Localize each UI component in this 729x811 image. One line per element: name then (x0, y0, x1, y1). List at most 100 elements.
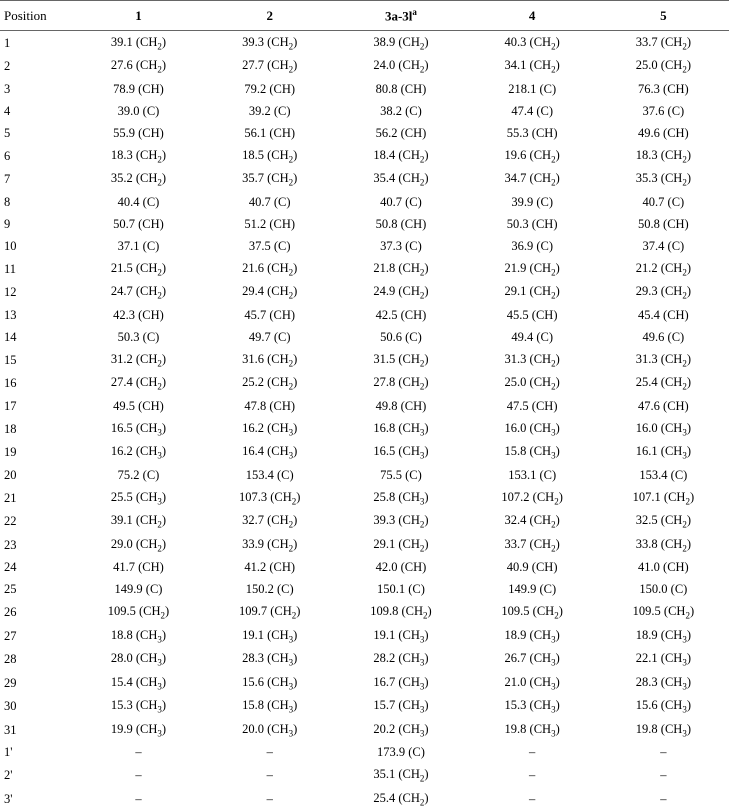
cell-value: 33.8 (CH2) (598, 533, 729, 557)
header-position: Position (0, 1, 73, 31)
cell-position: 11 (0, 257, 73, 281)
table-row: 1121.5 (CH2)21.6 (CH2)21.8 (CH2)21.9 (CH… (0, 257, 729, 281)
cell-value: 15.6 (CH3) (598, 695, 729, 719)
table-row: 3015.3 (CH3)15.8 (CH3)15.7 (CH3)15.3 (CH… (0, 695, 729, 719)
cell-value: 26.7 (CH3) (467, 648, 598, 672)
table-row: 2075.2 (C)153.4 (C)75.5 (C)153.1 (C)153.… (0, 464, 729, 486)
cell-value: 109.5 (CH2) (467, 601, 598, 625)
header-col-3-sup: a (412, 7, 417, 17)
table-row: 2915.4 (CH3)15.6 (CH3)16.7 (CH3)21.0 (CH… (0, 671, 729, 695)
cell-value: 15.3 (CH3) (467, 695, 598, 719)
table-body: 139.1 (CH2)39.3 (CH2)38.9 (CH2)40.3 (CH2… (0, 31, 729, 811)
cell-value: 41.0 (CH) (598, 557, 729, 579)
cell-value: 25.4 (CH2) (598, 372, 729, 396)
cell-value: 25.5 (CH3) (73, 486, 204, 510)
table-row: 950.7 (CH)51.2 (CH)50.8 (CH)50.3 (CH)50.… (0, 213, 729, 235)
cell-value: 19.6 (CH2) (467, 144, 598, 168)
cell-value: 38.2 (C) (335, 100, 466, 122)
cell-value: 80.8 (CH) (335, 78, 466, 100)
cell-value: 149.9 (C) (467, 579, 598, 601)
cell-value: 150.0 (C) (598, 579, 729, 601)
cell-position: 14 (0, 326, 73, 348)
cell-value: 16.4 (CH3) (204, 441, 335, 465)
cell-value: 42.3 (CH) (73, 304, 204, 326)
table-row: 1342.3 (CH)45.7 (CH)42.5 (CH)45.5 (CH)45… (0, 304, 729, 326)
cell-value: 16.0 (CH3) (467, 417, 598, 441)
cell-value: 149.9 (C) (73, 579, 204, 601)
cell-value: 49.8 (CH) (335, 395, 466, 417)
cell-value: 35.1 (CH2) (335, 764, 466, 788)
table-row: 1531.2 (CH2)31.6 (CH2)31.5 (CH2)31.3 (CH… (0, 348, 729, 372)
cell-value: 50.3 (CH) (467, 213, 598, 235)
cell-position: 19 (0, 441, 73, 465)
cell-value: 32.7 (CH2) (204, 510, 335, 534)
cell-value: 78.9 (CH) (73, 78, 204, 100)
cell-value: 42.5 (CH) (335, 304, 466, 326)
cell-value: 109.5 (CH2) (598, 601, 729, 625)
table-row: 139.1 (CH2)39.3 (CH2)38.9 (CH2)40.3 (CH2… (0, 31, 729, 55)
cell-value: – (598, 764, 729, 788)
cell-value: – (204, 787, 335, 811)
cell-value: 25.0 (CH2) (467, 372, 598, 396)
cell-value: 27.8 (CH2) (335, 372, 466, 396)
cell-value: 34.7 (CH2) (467, 168, 598, 192)
header-col-3-text: 3a-3l (385, 8, 412, 23)
cell-value: 27.6 (CH2) (73, 55, 204, 79)
cell-value: 47.5 (CH) (467, 395, 598, 417)
cell-value: 18.5 (CH2) (204, 144, 335, 168)
cell-value: 45.5 (CH) (467, 304, 598, 326)
cell-value: 25.2 (CH2) (204, 372, 335, 396)
cell-value: 56.1 (CH) (204, 122, 335, 144)
cell-value: 16.2 (CH3) (204, 417, 335, 441)
cell-value: 19.1 (CH3) (204, 624, 335, 648)
cell-value: 55.9 (CH) (73, 122, 204, 144)
table-row: 735.2 (CH2)35.7 (CH2)35.4 (CH2)34.7 (CH2… (0, 168, 729, 192)
cell-position: 13 (0, 304, 73, 326)
cell-value: 29.0 (CH2) (73, 533, 204, 557)
table-row: 2239.1 (CH2)32.7 (CH2)39.3 (CH2)32.4 (CH… (0, 510, 729, 534)
cell-value: 107.3 (CH2) (204, 486, 335, 510)
cell-value: 31.3 (CH2) (598, 348, 729, 372)
table-row: 2329.0 (CH2)33.9 (CH2)29.1 (CH2)33.7 (CH… (0, 533, 729, 557)
cell-value: 28.3 (CH3) (598, 671, 729, 695)
cell-value: 27.7 (CH2) (204, 55, 335, 79)
cell-value: 18.3 (CH2) (598, 144, 729, 168)
cell-position: 10 (0, 235, 73, 257)
table-row: 1816.5 (CH3)16.2 (CH3)16.8 (CH3)16.0 (CH… (0, 417, 729, 441)
table-row: 3'––25.4 (CH2)–– (0, 787, 729, 811)
cell-position: 26 (0, 601, 73, 625)
table-row: 26109.5 (CH2)109.7 (CH2)109.8 (CH2)109.5… (0, 601, 729, 625)
table-row: 1450.3 (C)49.7 (C)50.6 (C)49.4 (C)49.6 (… (0, 326, 729, 348)
table-row: 1627.4 (CH2)25.2 (CH2)27.8 (CH2)25.0 (CH… (0, 372, 729, 396)
cell-position: 21 (0, 486, 73, 510)
cell-value: 56.2 (CH) (335, 122, 466, 144)
table-row: 618.3 (CH2)18.5 (CH2)18.4 (CH2)19.6 (CH2… (0, 144, 729, 168)
table-row: 227.6 (CH2)27.7 (CH2)24.0 (CH2)34.1 (CH2… (0, 55, 729, 79)
cell-value: – (598, 742, 729, 764)
cell-value: 15.8 (CH3) (467, 441, 598, 465)
cell-value: 18.4 (CH2) (335, 144, 466, 168)
cell-position: 1' (0, 742, 73, 764)
table-row: 2125.5 (CH3)107.3 (CH2)25.8 (CH3)107.2 (… (0, 486, 729, 510)
cell-value: 19.9 (CH3) (73, 718, 204, 742)
nmr-data-table: Position 1 2 3a-3la 4 5 139.1 (CH2)39.3 … (0, 0, 729, 811)
cell-value: 49.4 (C) (467, 326, 598, 348)
cell-value: 21.8 (CH2) (335, 257, 466, 281)
cell-value: 25.8 (CH3) (335, 486, 466, 510)
header-col-5: 5 (598, 1, 729, 31)
cell-position: 30 (0, 695, 73, 719)
cell-value: 25.4 (CH2) (335, 787, 466, 811)
table-row: 1224.7 (CH2)29.4 (CH2)24.9 (CH2)29.1 (CH… (0, 281, 729, 305)
cell-position: 1 (0, 31, 73, 55)
cell-value: 28.3 (CH3) (204, 648, 335, 672)
cell-value: 109.5 (CH2) (73, 601, 204, 625)
cell-value: 31.3 (CH2) (467, 348, 598, 372)
cell-value: 18.3 (CH2) (73, 144, 204, 168)
cell-value: 41.7 (CH) (73, 557, 204, 579)
cell-position: 2 (0, 55, 73, 79)
cell-value: – (73, 742, 204, 764)
cell-value: 50.3 (C) (73, 326, 204, 348)
cell-value: 35.3 (CH2) (598, 168, 729, 192)
table-row: 2828.0 (CH3)28.3 (CH3)28.2 (CH3)26.7 (CH… (0, 648, 729, 672)
cell-value: 37.1 (C) (73, 235, 204, 257)
